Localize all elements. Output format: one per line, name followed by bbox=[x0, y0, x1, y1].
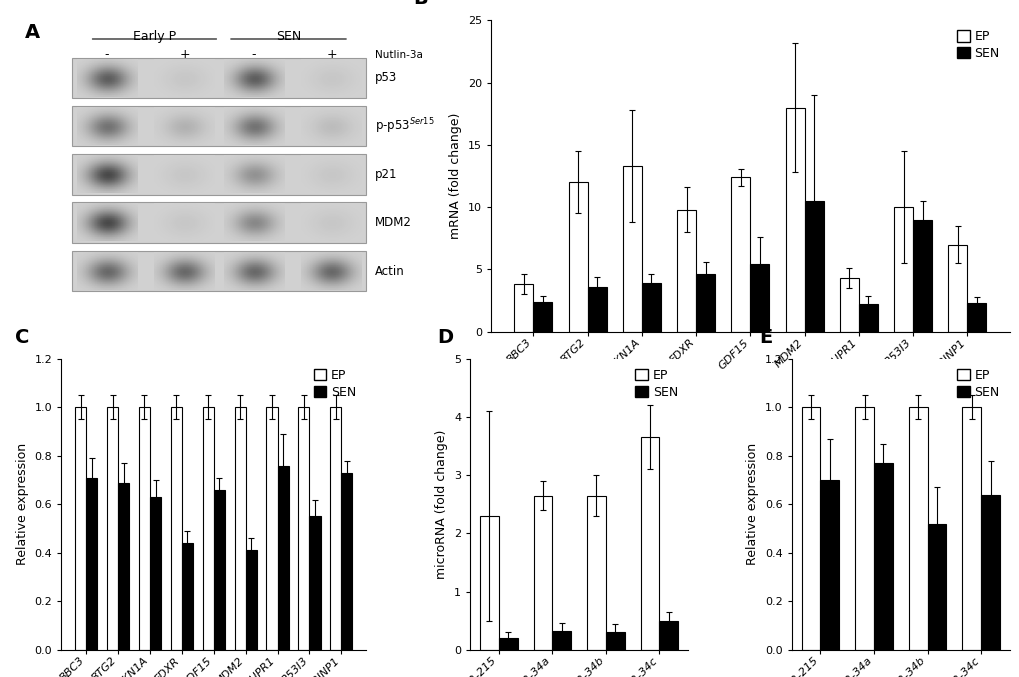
Bar bbox=[214, 490, 225, 650]
Bar bbox=[750, 265, 768, 332]
Text: D: D bbox=[437, 328, 453, 347]
Legend: EP, SEN: EP, SEN bbox=[631, 365, 681, 402]
Text: C: C bbox=[15, 328, 30, 347]
Bar bbox=[912, 219, 931, 332]
Bar bbox=[980, 495, 999, 650]
Bar bbox=[873, 463, 892, 650]
Y-axis label: Relative expression: Relative expression bbox=[746, 443, 759, 565]
Text: -: - bbox=[105, 48, 109, 62]
Bar bbox=[203, 408, 214, 650]
Text: Actin: Actin bbox=[375, 265, 405, 278]
Bar bbox=[72, 250, 366, 291]
Bar bbox=[533, 302, 552, 332]
Bar bbox=[514, 284, 533, 332]
Bar bbox=[587, 496, 605, 650]
Bar bbox=[234, 408, 246, 650]
Text: Nutlin-3a: Nutlin-3a bbox=[375, 50, 423, 60]
Bar bbox=[107, 408, 118, 650]
Text: A: A bbox=[24, 24, 40, 43]
Bar bbox=[72, 58, 366, 98]
Text: -: - bbox=[252, 48, 256, 62]
Bar bbox=[587, 287, 606, 332]
Bar bbox=[181, 543, 193, 650]
Bar bbox=[966, 303, 985, 332]
Bar bbox=[962, 408, 980, 650]
Text: Early P: Early P bbox=[132, 30, 176, 43]
Bar bbox=[695, 274, 714, 332]
Bar bbox=[75, 408, 87, 650]
Bar bbox=[277, 466, 288, 650]
Bar bbox=[908, 408, 926, 650]
Bar bbox=[894, 207, 912, 332]
Bar bbox=[948, 244, 966, 332]
Bar bbox=[118, 483, 129, 650]
Bar bbox=[658, 621, 678, 650]
Bar bbox=[533, 496, 551, 650]
Bar bbox=[551, 631, 571, 650]
Bar bbox=[623, 166, 641, 332]
Text: p21: p21 bbox=[375, 168, 397, 181]
Bar bbox=[72, 202, 366, 243]
Bar bbox=[641, 283, 660, 332]
Bar bbox=[801, 408, 819, 650]
Text: E: E bbox=[758, 328, 771, 347]
Bar bbox=[150, 497, 161, 650]
Legend: EP, SEN: EP, SEN bbox=[953, 365, 1003, 402]
Bar bbox=[341, 473, 353, 650]
Bar bbox=[785, 108, 804, 332]
Bar bbox=[839, 278, 858, 332]
Text: SEN: SEN bbox=[275, 30, 301, 43]
Bar bbox=[480, 516, 498, 650]
Bar bbox=[677, 210, 695, 332]
Bar bbox=[858, 305, 877, 332]
Bar bbox=[266, 408, 277, 650]
Bar bbox=[330, 408, 341, 650]
Bar bbox=[298, 408, 309, 650]
Text: p53: p53 bbox=[375, 71, 396, 85]
Bar bbox=[170, 408, 181, 650]
Text: +: + bbox=[179, 48, 190, 62]
Y-axis label: mRNA (fold change): mRNA (fold change) bbox=[448, 113, 462, 239]
Bar bbox=[569, 182, 587, 332]
Bar bbox=[804, 201, 822, 332]
Bar bbox=[246, 550, 257, 650]
Bar bbox=[309, 517, 320, 650]
Y-axis label: Relative expression: Relative expression bbox=[16, 443, 29, 565]
Bar bbox=[139, 408, 150, 650]
Bar bbox=[731, 177, 750, 332]
Text: p-p53$^{Ser15}$: p-p53$^{Ser15}$ bbox=[375, 116, 434, 136]
Bar bbox=[72, 154, 366, 195]
Bar bbox=[498, 638, 517, 650]
Y-axis label: microRNA (fold change): microRNA (fold change) bbox=[435, 430, 448, 579]
Text: B: B bbox=[413, 0, 427, 8]
Bar bbox=[926, 524, 946, 650]
Bar bbox=[855, 408, 873, 650]
Text: MDM2: MDM2 bbox=[375, 216, 412, 230]
Bar bbox=[87, 478, 97, 650]
Text: +: + bbox=[326, 48, 336, 62]
Legend: EP, SEN: EP, SEN bbox=[310, 365, 360, 402]
Bar bbox=[640, 437, 658, 650]
Bar bbox=[72, 106, 366, 146]
Bar bbox=[819, 480, 839, 650]
Bar bbox=[605, 632, 624, 650]
Legend: EP, SEN: EP, SEN bbox=[953, 26, 1003, 64]
